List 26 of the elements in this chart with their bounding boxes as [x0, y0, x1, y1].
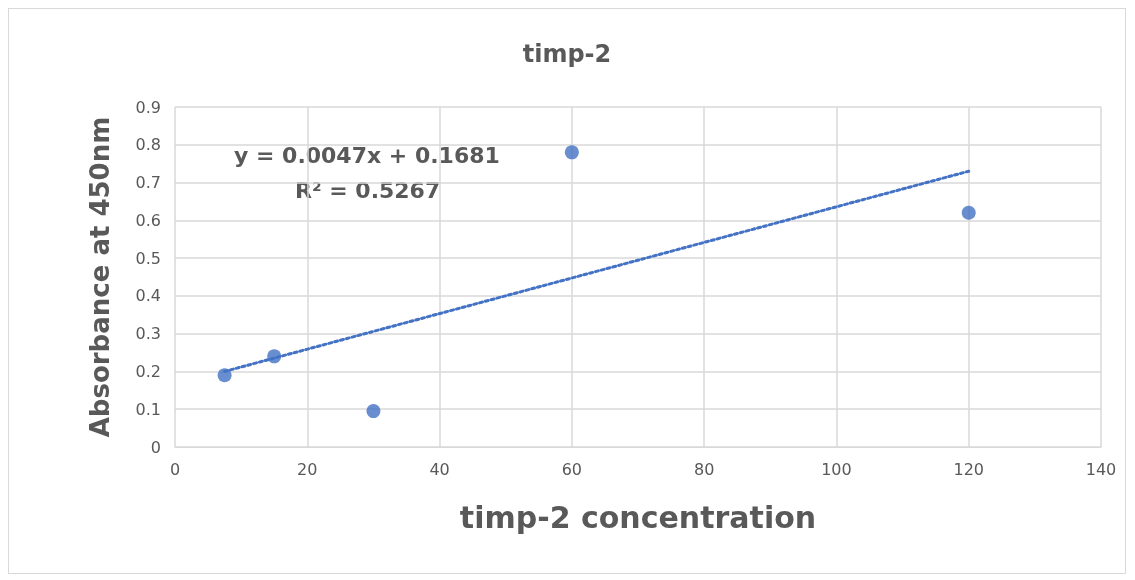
annotation: R² = 0.5267 — [295, 177, 441, 203]
point — [564, 145, 579, 160]
x-tick-label: 40 — [429, 459, 450, 479]
annotation: y = 0.0047x + 0.1681 — [234, 142, 500, 168]
y-tick-label: 0.9 — [135, 97, 161, 117]
y-tick-label: 0.8 — [135, 135, 161, 155]
y-tick-label: 0 — [150, 437, 161, 457]
y-tick-label: 0.5 — [135, 248, 161, 268]
y-axis-title: Absorbance at 450nm — [85, 116, 115, 438]
x-tick-label: 80 — [693, 459, 715, 479]
y-tick-label: 0.7 — [135, 173, 161, 193]
y-tick-label: 0.3 — [135, 324, 161, 344]
x-tick-label: 60 — [561, 459, 583, 479]
chart-title: timp-2 — [522, 40, 612, 68]
x-tick-label: 140 — [1085, 459, 1117, 479]
y-tick-label: 0.4 — [135, 286, 161, 306]
x-tick-label: 0 — [169, 459, 181, 479]
x-axis-title: timp-2 concentration — [459, 499, 817, 535]
point — [366, 404, 381, 419]
y-tick-label: 0.1 — [135, 399, 161, 419]
x-tick-label: 20 — [297, 459, 318, 479]
point — [961, 205, 976, 220]
y-tick-label: 0.6 — [135, 210, 161, 230]
y-tick-label: 0.2 — [135, 361, 161, 381]
x-tick-label: 100 — [821, 459, 852, 479]
x-tick-label: 120 — [953, 459, 984, 479]
